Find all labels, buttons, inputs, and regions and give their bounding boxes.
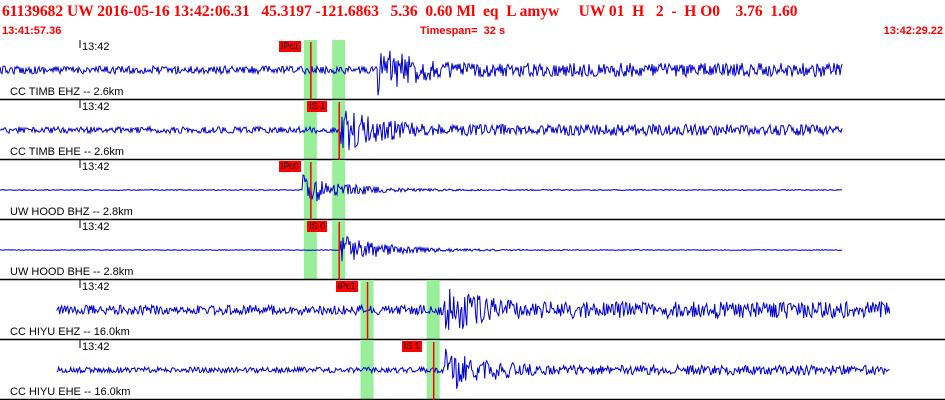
waveform-trace xyxy=(56,348,890,389)
waveform-trace xyxy=(56,288,891,331)
waveform-trace xyxy=(0,174,843,202)
time-tick-label: 13:42 xyxy=(82,41,110,53)
end-time: 13:42:29.22 xyxy=(883,25,943,37)
waveform-trace xyxy=(0,50,843,96)
timespan-label: Timespan= 32 s xyxy=(420,25,506,37)
waveform-trace xyxy=(0,235,843,262)
trace-label: CC HIYU EHE -- 16.0km xyxy=(10,386,131,398)
time-tick-label: 13:42 xyxy=(82,101,110,113)
time-tick-label: 13:42 xyxy=(82,341,110,353)
phase-pick-flag[interactable]: IPc0 xyxy=(278,161,301,172)
window-band xyxy=(332,160,346,220)
phase-pick-flag[interactable]: IS 1 xyxy=(307,101,328,112)
phase-pick-flag[interactable]: IPc1 xyxy=(278,41,301,52)
phase-pick-flag[interactable]: IS 1 xyxy=(401,341,422,352)
waveform-trace xyxy=(0,110,843,151)
time-tick-label: 13:42 xyxy=(82,221,110,233)
window-band xyxy=(426,280,440,340)
phase-pick-flag[interactable]: IS 0 xyxy=(307,221,328,232)
time-tick-label: 13:42 xyxy=(82,281,110,293)
event-header: 61139682 UW 2016-05-16 13:42:06.31 45.31… xyxy=(0,0,945,40)
trace-label: CC TIMB EHZ -- 2.6km xyxy=(10,86,124,98)
event-summary-line: 61139682 UW 2016-05-16 13:42:06.31 45.31… xyxy=(2,3,798,20)
trace-label: CC TIMB EHE -- 2.6km xyxy=(10,146,125,158)
seismogram-panels[interactable] xyxy=(0,40,945,400)
trace-label: CC HIYU EHZ -- 16.0km xyxy=(10,326,130,338)
phase-pick-flag[interactable]: IPc1 xyxy=(335,281,358,292)
trace-label: UW HOOD BHZ -- 2.8km xyxy=(10,206,133,218)
trace-label: UW HOOD BHE -- 2.8km xyxy=(10,266,134,278)
start-time: 13:41:57.36 xyxy=(2,25,62,37)
time-tick-label: 13:42 xyxy=(82,161,110,173)
